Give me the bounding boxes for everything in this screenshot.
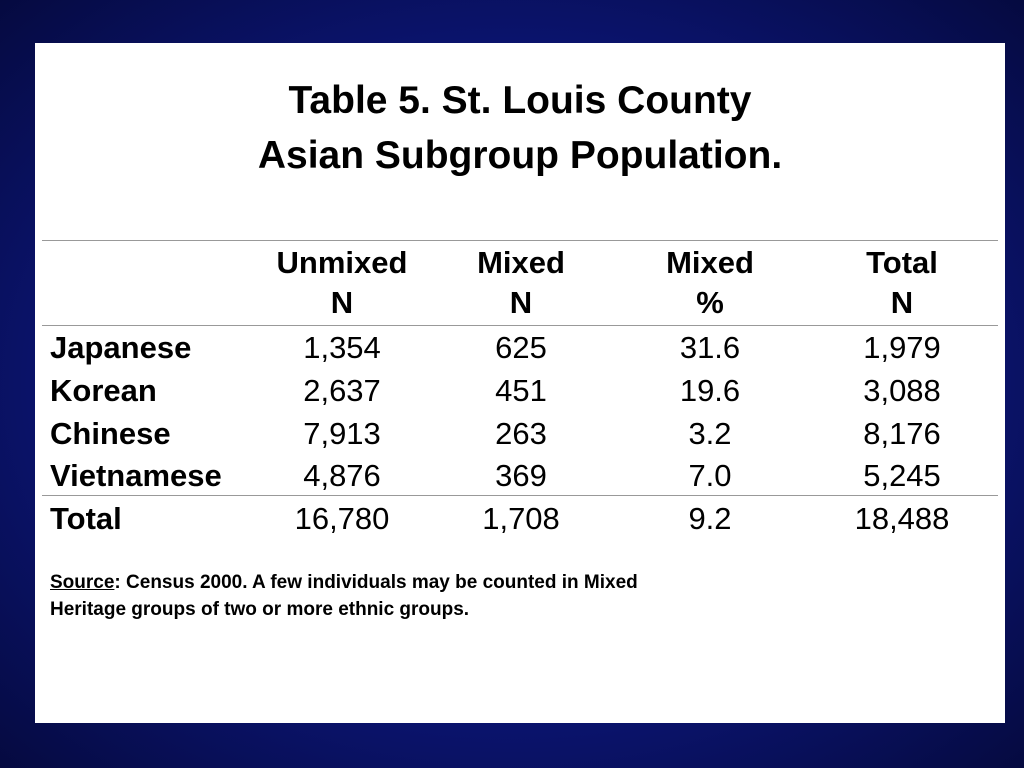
row-label: Korean [50,373,157,408]
row-label: Chinese [50,416,171,451]
row-label: Total [50,501,122,536]
footnote-text: : Census 2000. A few individuals may be … [114,572,638,593]
cell: 19.6 [679,373,741,408]
cell: 625 [495,330,547,365]
column-header: N [509,285,533,320]
cell: 8,176 [863,416,941,451]
cell: 263 [495,416,547,451]
column-header: Unmixed [276,245,408,280]
column-header: N [890,285,914,320]
cell: 1,979 [863,330,941,365]
cell: 16,780 [294,501,390,536]
footnote-line: Source: Census 2000. A few individuals m… [50,573,638,592]
rule [42,325,998,326]
cell: 4,876 [303,458,381,493]
rule [42,495,998,496]
column-header: Mixed [666,245,754,280]
cell: 3,088 [863,373,941,408]
title-line: Table 5. St. Louis County [288,79,752,122]
cell: 2,637 [303,373,381,408]
cell: 5,245 [863,458,941,493]
column-header: Mixed [477,245,565,280]
column-header: N [330,285,354,320]
row-label: Vietnamese [50,458,222,493]
cell: 1,354 [303,330,381,365]
row-label: Japanese [50,330,192,365]
title-line: Asian Subgroup Population. [257,134,783,177]
cell: 7.0 [688,458,732,493]
column-header: % [696,285,724,320]
cell: 369 [495,458,547,493]
cell: 3.2 [688,416,732,451]
cell: 9.2 [688,501,732,536]
panel: Table 5. St. Louis County Asian Subgroup… [35,43,1005,723]
footnote-line: Heritage groups of two or more ethnic gr… [50,599,470,620]
cell: 451 [495,373,547,408]
footnote-label: Source [50,572,115,593]
column-header: Total [866,245,938,280]
cell: 18,488 [854,501,950,536]
cell: 7,913 [303,416,381,451]
cell: 31.6 [679,330,741,365]
rule [42,240,998,241]
cell: 1,708 [482,501,560,536]
